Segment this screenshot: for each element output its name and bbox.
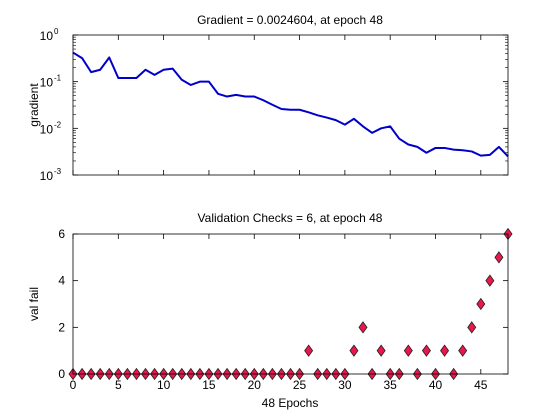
validation-y-tick-label: 0: [58, 367, 65, 381]
validation-x-tick-label: 10: [157, 378, 171, 392]
validation-x-tick-label: 5: [115, 378, 122, 392]
validation-point-marker: [403, 344, 413, 357]
validation-x-tick-label: 0: [70, 378, 77, 392]
validation-plot-area: [73, 234, 508, 374]
validation-point-marker: [304, 344, 314, 357]
validation-point-marker: [494, 251, 504, 264]
validation-chart-title: Validation Checks = 6, at epoch 48: [198, 211, 383, 225]
validation-axis-ticks: 0 5 10 15 20 25 30 35 40 45 0 2 4 6: [58, 227, 508, 392]
validation-x-axis-label: 48 Epochs: [262, 396, 319, 410]
validation-x-tick-label: 40: [429, 378, 443, 392]
gradient-y-tick-label: 10: [40, 29, 54, 43]
gradient-plot-area: [73, 35, 508, 175]
gradient-y-axis-label: gradient: [27, 83, 41, 127]
validation-point-marker: [421, 344, 431, 357]
validation-point-marker: [376, 344, 386, 357]
validation-y-tick-label: 4: [58, 274, 65, 288]
gradient-axes-box: [72, 34, 509, 176]
validation-x-tick-label: 20: [248, 378, 262, 392]
validation-x-tick-label: 35: [384, 378, 398, 392]
validation-panel: Validation Checks = 6, at epoch 48 val f…: [27, 211, 513, 410]
gradient-y-tick-exponent: -1: [54, 74, 62, 83]
validation-markers: [68, 227, 513, 381]
gradient-y-tick-exponent: 0: [54, 27, 59, 36]
validation-y-tick-label: 2: [58, 320, 65, 334]
validation-point-marker: [440, 344, 450, 357]
gradient-panel: Gradient = 0.0024604, at epoch 48 gradie…: [27, 13, 509, 183]
gradient-y-tick-exponent: -3: [54, 167, 62, 176]
validation-point-marker: [358, 321, 368, 334]
validation-x-tick-label: 25: [293, 378, 307, 392]
gradient-y-tick-exponent: -2: [54, 120, 62, 129]
validation-point-marker: [458, 344, 468, 357]
gradient-y-tick-label: 10: [40, 169, 54, 183]
validation-x-tick-label: 15: [202, 378, 216, 392]
gradient-y-tick-label: 10: [40, 122, 54, 136]
validation-axes-box: [72, 233, 509, 375]
gradient-series-line: [72, 51, 509, 158]
validation-x-tick-label: 30: [338, 378, 352, 392]
validation-point-marker: [485, 274, 495, 287]
validation-y-axis-label: val fail: [27, 287, 41, 321]
gradient-chart-title: Gradient = 0.0024604, at epoch 48: [197, 13, 383, 27]
validation-x-tick-label: 45: [474, 378, 488, 392]
gradient-y-tick-label: 10: [40, 76, 54, 90]
validation-point-marker: [467, 321, 477, 334]
validation-point-marker: [476, 297, 486, 311]
validation-y-tick-label: 6: [58, 227, 65, 241]
validation-point-marker: [349, 344, 359, 357]
